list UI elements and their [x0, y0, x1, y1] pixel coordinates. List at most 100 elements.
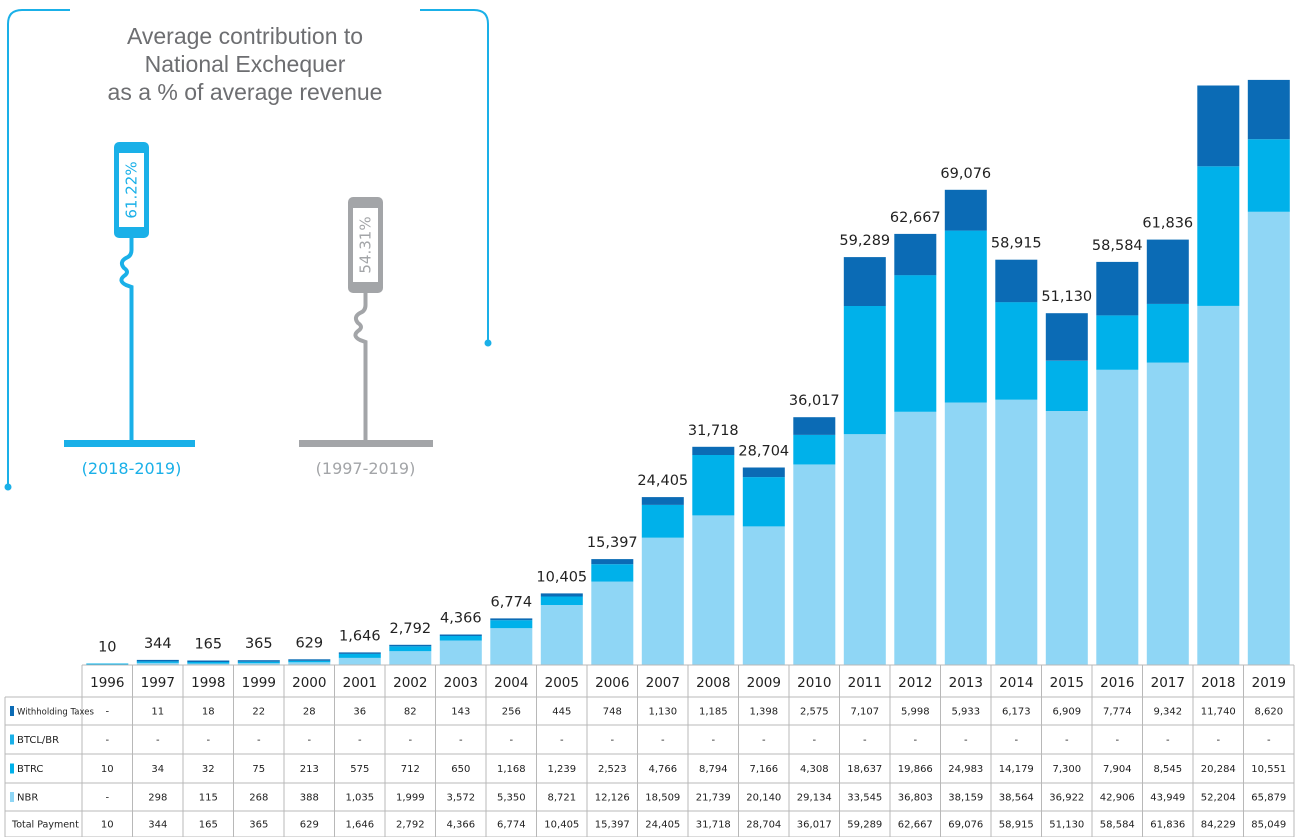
table-cell: 7,300	[1052, 764, 1081, 775]
table-cell: -	[812, 735, 816, 746]
bar-total-label: 24,405	[637, 473, 688, 489]
year-header: 2018	[1201, 675, 1235, 691]
bar-segment-btrc	[136, 661, 179, 663]
table-cell: 8,620	[1254, 707, 1283, 718]
table-cell: -	[509, 735, 513, 746]
bar-segment-nbr	[1146, 362, 1189, 665]
bar-segment-btrc	[540, 596, 583, 605]
table-cell: 31,718	[696, 820, 731, 831]
table-cell: 75	[252, 764, 265, 775]
table-cell: 2,575	[800, 707, 829, 718]
year-header: 2002	[393, 675, 427, 691]
bar-segment-withholding-taxes	[439, 634, 482, 636]
table-cell: -	[459, 735, 463, 746]
table-cell: -	[762, 735, 766, 746]
bar-segment-btrc	[1146, 303, 1189, 363]
table-cell: 165	[199, 820, 218, 831]
bar-total-label: 629	[295, 635, 323, 651]
table-cell: -	[560, 735, 564, 746]
table-cell: -	[913, 735, 917, 746]
overall-period: (1997-2019)	[316, 459, 416, 478]
year-header: 2008	[696, 675, 730, 691]
table-cell: 62,667	[898, 820, 933, 831]
bar-total-label: 59,289	[839, 233, 890, 249]
bar-segment-withholding-taxes	[490, 618, 533, 621]
bar-segment-withholding-taxes	[692, 446, 735, 455]
recent-percentage: 61.22%	[123, 161, 141, 218]
table-cell: 445	[552, 707, 571, 718]
table-cell: 7,904	[1103, 764, 1132, 775]
table-cell: 15,397	[595, 820, 630, 831]
bar-segment-btrc	[288, 660, 331, 663]
title-backdrop	[70, 0, 420, 126]
table-cell: 3,572	[446, 793, 475, 804]
table-cell: 51,130	[1049, 820, 1084, 831]
table-cell: 268	[249, 793, 268, 804]
bar-segment-btrc	[843, 306, 886, 435]
row-label: NBR	[17, 793, 38, 804]
table-cell: 256	[502, 707, 521, 718]
table-cell: 52,204	[1201, 793, 1236, 804]
year-header: 2001	[343, 675, 377, 691]
table-cell: 20,284	[1201, 764, 1236, 775]
table-cell: 5,998	[901, 707, 930, 718]
bar-segment-nbr	[540, 605, 583, 665]
summary-title-line-1: Average contribution to	[127, 23, 363, 49]
table-cell: 18,509	[645, 793, 680, 804]
year-header: 2016	[1100, 675, 1134, 691]
table-cell: -	[863, 735, 867, 746]
bar-segment-nbr	[1197, 305, 1240, 665]
table-cell: 6,909	[1052, 707, 1081, 718]
year-header: 2013	[949, 675, 983, 691]
bar-segment-nbr	[288, 662, 331, 665]
bar-total-label: 58,584	[1092, 238, 1143, 254]
bar-segment-nbr	[692, 515, 735, 665]
bar-total-label: 165	[194, 637, 222, 653]
bar-segment-btrc	[439, 636, 482, 641]
table-cell: 24,983	[948, 764, 983, 775]
table-cell: -	[206, 735, 210, 746]
bar-segment-withholding-taxes	[1146, 239, 1189, 304]
table-cell: 7,774	[1103, 707, 1132, 718]
table-cell: 59,289	[847, 820, 882, 831]
bar-segment-withholding-taxes	[843, 257, 886, 306]
table-cell: -	[105, 707, 109, 718]
table-cell: 213	[300, 764, 319, 775]
bar-total-label: 10,405	[536, 569, 587, 585]
bar-segment-nbr	[944, 402, 987, 665]
table-cell: 1,035	[345, 793, 374, 804]
bar-segment-withholding-taxes	[591, 559, 634, 565]
bar-total-label: 4,366	[440, 611, 482, 627]
year-header: 2011	[848, 675, 882, 691]
table-cell: -	[156, 735, 160, 746]
table-cell: 10,551	[1251, 764, 1286, 775]
bar-total-label: 51,130	[1041, 289, 1092, 305]
table-cell: -	[964, 735, 968, 746]
table-cell: 10	[101, 820, 114, 831]
table-cell: 33,545	[847, 793, 882, 804]
bar-segment-btrc	[742, 477, 785, 527]
year-header: 2006	[595, 675, 629, 691]
year-header: 2003	[444, 675, 478, 691]
table-cell: -	[610, 735, 614, 746]
summary-title-line-3: as a % of average revenue	[108, 79, 383, 105]
bar-segment-btrc	[389, 646, 432, 652]
bar-segment-nbr	[439, 640, 482, 665]
table-cell: -	[1065, 735, 1069, 746]
table-cell: 5,933	[951, 707, 980, 718]
row-label: BTCL/BR	[17, 735, 59, 746]
bar-segment-nbr	[894, 411, 937, 665]
year-header: 2007	[646, 675, 680, 691]
table-cell: 7,166	[749, 764, 778, 775]
table-cell: 9,342	[1153, 707, 1182, 718]
table-cell: 18,637	[847, 764, 882, 775]
bracket-end-dot	[484, 339, 492, 347]
phone-icon-recent	[64, 142, 195, 447]
table-cell: 36,922	[1049, 793, 1084, 804]
legend-swatch	[10, 792, 14, 802]
bar-total-label: 28,704	[738, 444, 789, 460]
table-cell: 650	[451, 764, 470, 775]
bar-segment-nbr	[591, 581, 634, 665]
table-cell: -	[307, 735, 311, 746]
bar-total-label: 62,667	[890, 210, 941, 226]
